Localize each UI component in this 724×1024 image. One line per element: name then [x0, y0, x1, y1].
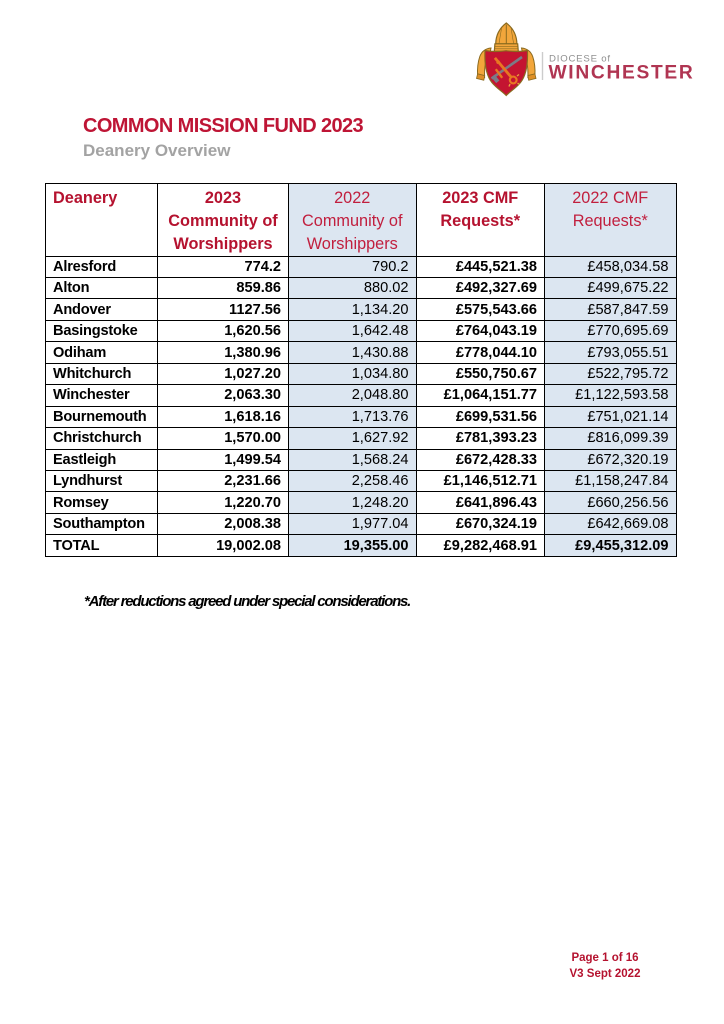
svg-text:WINCHESTER: WINCHESTER	[549, 63, 695, 84]
svg-text:DIOCESE of: DIOCESE of	[549, 53, 611, 64]
